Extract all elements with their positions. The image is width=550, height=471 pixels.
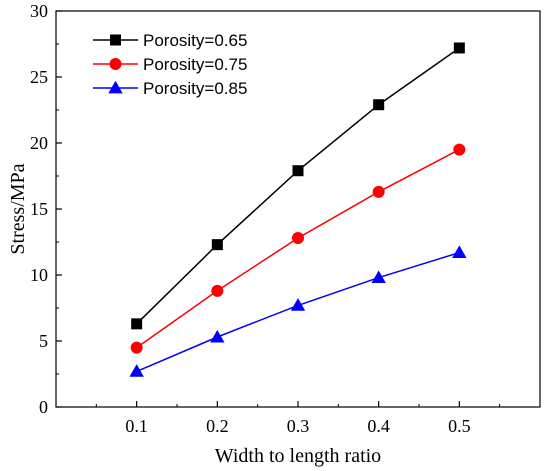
legend-label: Porosity=0.75 <box>143 55 247 74</box>
y-tick-label: 0 <box>39 397 48 417</box>
x-tick-label: 0.5 <box>448 416 471 436</box>
data-point-square <box>211 239 223 251</box>
x-tick-label: 0.1 <box>125 416 148 436</box>
data-point-triangle <box>452 245 467 258</box>
series-3 <box>129 245 467 377</box>
legend-marker <box>109 58 122 70</box>
data-point-circle <box>130 341 143 354</box>
y-axis-title: Stress/MPa <box>7 163 29 254</box>
legend-entry: Porosity=0.75 <box>93 55 247 74</box>
axes: 0 5 10 15 20 25 30 0.1 0.2 0.3 0.4 0.5 <box>30 1 541 436</box>
data-point-triangle <box>290 298 306 311</box>
data-point-square <box>292 165 304 177</box>
data-point-square <box>373 99 385 111</box>
data-point-circle <box>453 143 466 156</box>
data-point-circle <box>292 232 304 245</box>
legend: Porosity=0.65 Porosity=0.75 Porosity=0.85 <box>93 31 247 98</box>
y-tick-label: 10 <box>30 265 48 285</box>
data-point-square <box>131 318 143 330</box>
data-point-square <box>453 42 465 54</box>
data-point-circle <box>211 284 224 297</box>
series-2 <box>130 143 466 354</box>
x-tick-label: 0.3 <box>287 416 310 436</box>
series-layer <box>129 42 467 377</box>
x-tick-label: 0.4 <box>367 416 390 436</box>
data-point-triangle <box>129 364 144 377</box>
plot-frame <box>55 10 541 408</box>
data-point-triangle <box>210 329 225 343</box>
legend-entry: Porosity=0.65 <box>93 31 247 50</box>
series-line <box>136 251 460 373</box>
y-tick-label: 30 <box>30 1 48 21</box>
legend-entry: Porosity=0.85 <box>93 79 247 98</box>
legend-label: Porosity=0.85 <box>143 79 247 98</box>
series-line <box>136 148 460 349</box>
y-tick-label: 20 <box>30 133 48 153</box>
series-1 <box>131 42 465 330</box>
data-point-circle <box>372 185 385 198</box>
x-tick-label: 0.2 <box>206 416 229 436</box>
x-axis-title: Width to length ratio <box>215 445 381 467</box>
y-tick-label: 25 <box>30 67 48 87</box>
legend-marker <box>108 80 123 94</box>
legend-marker <box>110 34 121 46</box>
y-tick-label: 15 <box>30 199 48 219</box>
y-tick-label: 5 <box>39 331 48 351</box>
legend-label: Porosity=0.65 <box>143 31 247 50</box>
data-point-triangle <box>371 270 386 284</box>
